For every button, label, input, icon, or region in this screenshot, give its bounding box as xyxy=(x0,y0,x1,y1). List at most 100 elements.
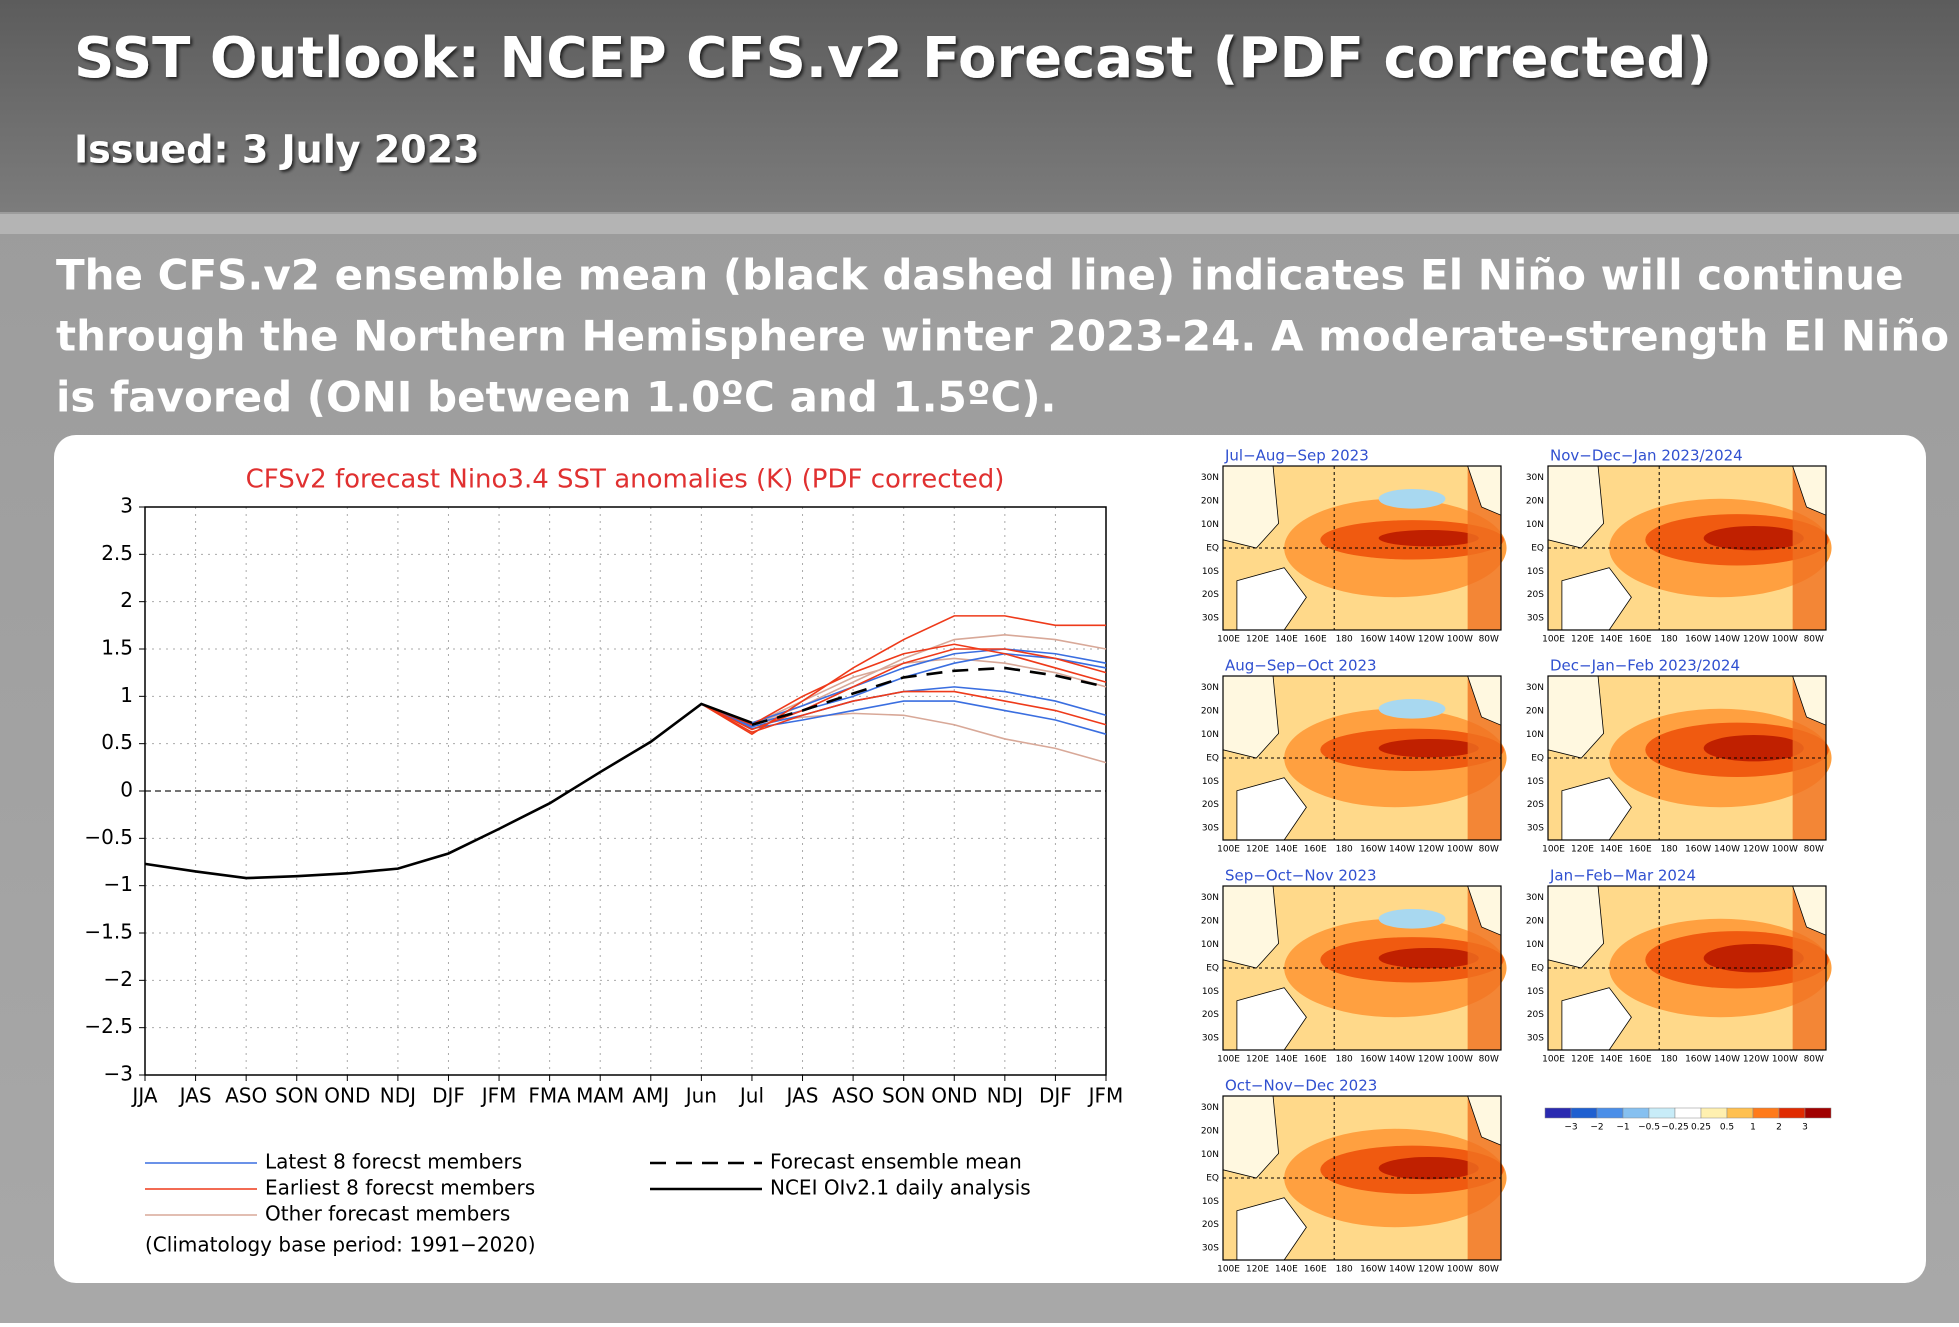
colorbar-swatch xyxy=(1804,1107,1832,1119)
map-lon-label: 100E xyxy=(1542,1055,1565,1065)
x-tick-label: NDJ xyxy=(987,1084,1023,1108)
sst-map: Oct−Nov−Dec 2023 30N 20N 10N EQ 10S 20S 30S 100E… xyxy=(1201,1077,1507,1275)
map-frame xyxy=(1222,675,1502,841)
summary-line: The CFS.v2 ensemble mean (black dashed l… xyxy=(56,251,1904,300)
map-lon-label: 140E xyxy=(1275,1055,1298,1065)
x-tick-label: FMA xyxy=(528,1084,571,1108)
y-tick-label: −2 xyxy=(104,967,133,991)
y-tick-label: 0 xyxy=(120,778,133,802)
map-lon-label: 120W xyxy=(1418,1265,1444,1275)
map-title: Aug−Sep−Oct 2023 xyxy=(1225,657,1377,675)
map-lon-label: 120E xyxy=(1246,635,1269,645)
y-tick-label: −1.5 xyxy=(84,920,133,944)
series-line xyxy=(144,702,753,880)
x-tick-label: Jun xyxy=(684,1084,717,1108)
map-shading xyxy=(1378,947,1479,969)
colorbar-swatch xyxy=(1622,1107,1650,1119)
colorbar-label: 0.5 xyxy=(1720,1123,1734,1133)
map-frame xyxy=(1547,465,1827,631)
map-lon-label: 140W xyxy=(1714,635,1740,645)
map-title: Jan−Feb−Mar 2024 xyxy=(1549,867,1696,885)
map-lon-label: 160W xyxy=(1360,1055,1386,1065)
summary-line: through the Northern Hemisphere winter 2… xyxy=(56,312,1949,361)
x-tick-label: ASO xyxy=(225,1084,267,1108)
map-lat-label: 20S xyxy=(1527,1010,1544,1020)
map-lon-label: 160E xyxy=(1304,1265,1327,1275)
map-lat-label: 30S xyxy=(1202,1244,1219,1254)
map-lon-label: 160W xyxy=(1360,1265,1386,1275)
map-lat-label: 30N xyxy=(1201,1103,1219,1113)
sst-map: Jul−Aug−Sep 2023 30N 20N 10N EQ 10S 20S 30S 100E… xyxy=(1201,447,1507,645)
legend-label: Forecast ensemble mean xyxy=(770,1150,1022,1174)
map-lon-label: 180 xyxy=(1336,1265,1353,1275)
x-tick-label: DJF xyxy=(432,1084,465,1108)
map-lon-label: 160W xyxy=(1685,845,1711,855)
map-lon-label: 140W xyxy=(1389,635,1415,645)
x-tick-label: JAS xyxy=(785,1084,819,1108)
map-land xyxy=(1561,567,1632,631)
map-lon-label: 160E xyxy=(1629,1055,1652,1065)
colorbar-swatch xyxy=(1778,1107,1806,1119)
map-lon-label: 120W xyxy=(1418,1055,1444,1065)
map-shading xyxy=(1378,698,1446,719)
map-lat-label: 10N xyxy=(1526,730,1544,740)
x-tick-label: OND xyxy=(324,1084,370,1108)
legend-label: NCEI OIv2.1 daily analysis xyxy=(770,1176,1031,1200)
map-shading xyxy=(1378,529,1479,547)
colorbar-label: 2 xyxy=(1776,1123,1782,1133)
map-lat-label: 30S xyxy=(1527,824,1544,834)
map-lat-label: 20N xyxy=(1526,706,1544,716)
map-lon-label: 140E xyxy=(1275,635,1298,645)
colorbar-swatch xyxy=(1674,1107,1702,1119)
summary-line: is favored (ONI between 1.0ºC and 1.5ºC)… xyxy=(56,373,1057,422)
map-land xyxy=(1236,987,1307,1051)
title: SST Outlook: NCEP CFS.v2 Forecast (PDF c… xyxy=(74,26,1712,91)
y-tick-label: −0.5 xyxy=(84,825,133,849)
x-tick-label: JAS xyxy=(178,1084,212,1108)
map-lon-label: 100E xyxy=(1217,635,1240,645)
map-lat-label: 10N xyxy=(1201,520,1219,530)
y-tick-label: −3 xyxy=(104,1062,133,1086)
x-tick-label: ASO xyxy=(832,1084,874,1108)
x-tick-label: SON xyxy=(882,1084,925,1108)
map-lon-label: 100W xyxy=(1772,635,1798,645)
member-line xyxy=(701,643,1107,726)
colorbar-label: −0.25 xyxy=(1661,1123,1689,1133)
map-lon-label: 100W xyxy=(1772,1055,1798,1065)
map-lat-label: 10N xyxy=(1201,730,1219,740)
map-title: Oct−Nov−Dec 2023 xyxy=(1225,1077,1377,1095)
subtitle: Issued: 3 July 2023 xyxy=(74,128,479,172)
legend-label: Latest 8 forecst members xyxy=(265,1150,522,1174)
map-lon-label: 120W xyxy=(1418,635,1444,645)
map-lat-label: EQ xyxy=(1206,543,1219,553)
map-lon-label: 140E xyxy=(1600,635,1623,645)
map-lon-label: 140E xyxy=(1600,1055,1623,1065)
colorbar-label: −1 xyxy=(1616,1123,1629,1133)
map-lat-label: 20N xyxy=(1526,496,1544,506)
colorbar-label: 1 xyxy=(1750,1123,1756,1133)
map-shading xyxy=(1378,1156,1479,1180)
map-lon-label: 120E xyxy=(1571,635,1594,645)
map-lon-label: 160E xyxy=(1304,1055,1327,1065)
map-lon-label: 140W xyxy=(1389,845,1415,855)
map-lon-label: 120W xyxy=(1743,845,1769,855)
colorbar-swatch xyxy=(1544,1107,1572,1119)
map-lat-label: 20S xyxy=(1202,1010,1219,1020)
series-line xyxy=(751,666,1107,726)
member-line xyxy=(701,700,1107,735)
map-lat-label: 30N xyxy=(1201,893,1219,903)
map-lon-label: 140E xyxy=(1275,845,1298,855)
chart-note: (Climatology base period: 1991−2020) xyxy=(145,1233,536,1257)
colorbar-label: −2 xyxy=(1590,1123,1603,1133)
map-lon-label: 100W xyxy=(1447,1055,1473,1065)
map-lat-label: EQ xyxy=(1206,1173,1219,1183)
sst-map: Jan−Feb−Mar 2024 30N 20N 10N EQ 10S 20S 30S 100E… xyxy=(1526,867,1832,1065)
map-title: Dec−Jan−Feb 2023/2024 xyxy=(1550,657,1740,675)
map-lon-label: 160E xyxy=(1304,635,1327,645)
map-frame xyxy=(1547,675,1827,841)
map-lat-label: 20S xyxy=(1527,590,1544,600)
x-tick-label: DJF xyxy=(1039,1084,1072,1108)
map-lat-label: 30S xyxy=(1527,614,1544,624)
map-lon-label: 100W xyxy=(1447,635,1473,645)
map-lon-label: 80W xyxy=(1479,635,1499,645)
